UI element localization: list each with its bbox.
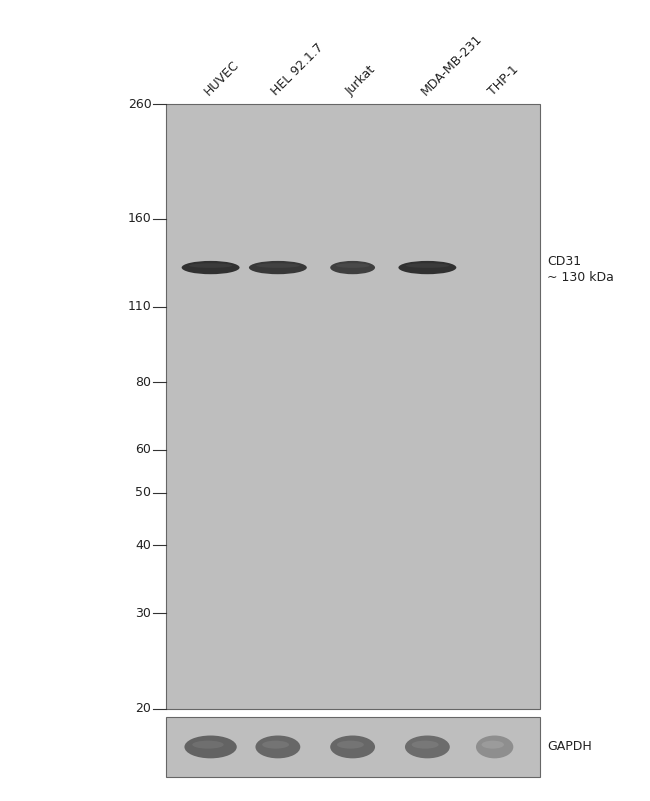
Ellipse shape xyxy=(185,735,237,759)
Text: CD31: CD31 xyxy=(547,255,581,268)
Ellipse shape xyxy=(330,261,375,274)
Ellipse shape xyxy=(411,741,439,749)
Text: 30: 30 xyxy=(136,607,151,620)
Text: THP-1: THP-1 xyxy=(486,62,521,98)
Text: ~ 130 kDa: ~ 130 kDa xyxy=(547,271,614,284)
Text: 80: 80 xyxy=(135,376,151,388)
Ellipse shape xyxy=(405,735,450,759)
Ellipse shape xyxy=(330,735,375,759)
Ellipse shape xyxy=(262,741,289,749)
Ellipse shape xyxy=(398,261,456,274)
Text: 260: 260 xyxy=(127,98,151,111)
Ellipse shape xyxy=(406,264,449,268)
Text: MDA-MB-231: MDA-MB-231 xyxy=(418,32,484,98)
Text: 160: 160 xyxy=(127,212,151,225)
Text: 20: 20 xyxy=(136,702,151,715)
Ellipse shape xyxy=(192,741,224,749)
Ellipse shape xyxy=(256,264,300,268)
Ellipse shape xyxy=(255,735,300,759)
Ellipse shape xyxy=(249,261,307,274)
Bar xyxy=(166,717,540,777)
Ellipse shape xyxy=(482,741,504,749)
Text: GAPDH: GAPDH xyxy=(547,740,592,754)
Text: Jurkat: Jurkat xyxy=(343,63,378,98)
Bar xyxy=(166,104,540,709)
Ellipse shape xyxy=(336,264,369,268)
Text: 110: 110 xyxy=(127,300,151,313)
Text: HEL 92.1.7: HEL 92.1.7 xyxy=(268,41,326,98)
Text: 50: 50 xyxy=(135,486,151,499)
Ellipse shape xyxy=(181,261,240,274)
Ellipse shape xyxy=(476,735,514,759)
Ellipse shape xyxy=(189,264,232,268)
Text: 60: 60 xyxy=(136,444,151,457)
Ellipse shape xyxy=(337,741,364,749)
Text: 40: 40 xyxy=(136,539,151,552)
Text: HUVEC: HUVEC xyxy=(202,58,241,98)
